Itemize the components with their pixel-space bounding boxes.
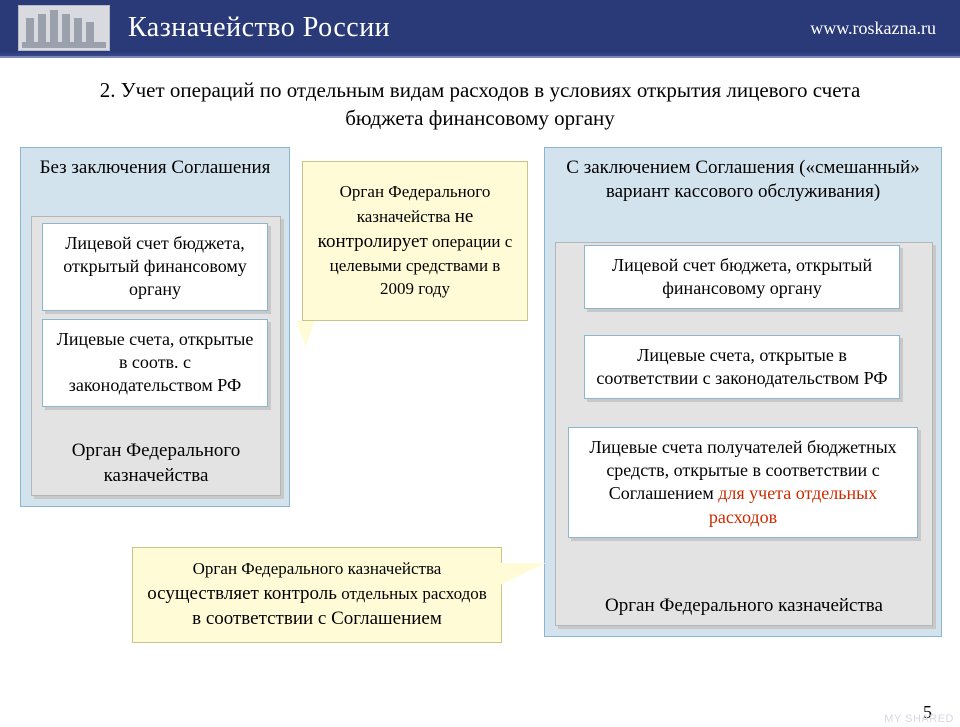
callout-bottom-pre: Орган Федерального казначейства: [193, 559, 442, 578]
watermark: MY SHARED: [884, 713, 954, 725]
header-bar: Казначейство России www.roskazna.ru: [0, 0, 960, 58]
callout-top-pointer: [288, 321, 314, 347]
left-heading: Без заключения Соглашения: [21, 148, 289, 189]
callout-bottom-mid: отдельных расходов: [337, 584, 487, 603]
right-panel: С заключением Соглашения («смешанный» ва…: [544, 147, 942, 637]
slide-title: 2. Учет операций по отдельным видам расх…: [0, 58, 960, 147]
right-gray-label: Орган Федерального казначейства: [556, 594, 932, 619]
header-url: www.roskazna.ru: [810, 18, 936, 39]
right-box-2: Лицевые счета, открытые в соответствии с…: [584, 335, 900, 400]
left-gray-container: Лицевой счет бюджета, открытый финансово…: [31, 216, 281, 496]
logo-building-icon: [18, 5, 110, 51]
left-panel: Без заключения Соглашения Лицевой счет б…: [20, 147, 290, 507]
callout-bottom-big1: осуществляет контроль: [147, 583, 337, 604]
left-box-2: Лицевые счета, открытые в соотв. с закон…: [42, 319, 268, 407]
left-box-1: Лицевой счет бюджета, открытый финансово…: [42, 223, 268, 311]
header-title: Казначейство России: [128, 12, 390, 44]
right-box-3-emph: для учета отдельных расходов: [709, 483, 877, 526]
diagram-canvas: Без заключения Соглашения Лицевой счет б…: [0, 147, 960, 727]
right-heading: С заключением Соглашения («смешанный» ва…: [545, 148, 941, 213]
left-gray-label: Орган Федерального казначейства: [32, 439, 280, 488]
right-gray-container: Лицевой счет бюджета, открытый финансово…: [555, 242, 933, 626]
right-box-3: Лицевые счета получателей бюджетных сред…: [568, 427, 918, 539]
right-box-1: Лицевой счет бюджета, открытый финансово…: [584, 245, 900, 310]
callout-bottom-pointer: [500, 563, 546, 585]
callout-bottom-big2: в соответствии с Соглашением: [192, 608, 442, 629]
callout-bottom: Орган Федерального казначейства осуществ…: [132, 547, 502, 643]
callout-top: Орган Федерального казначейства не контр…: [302, 161, 528, 321]
